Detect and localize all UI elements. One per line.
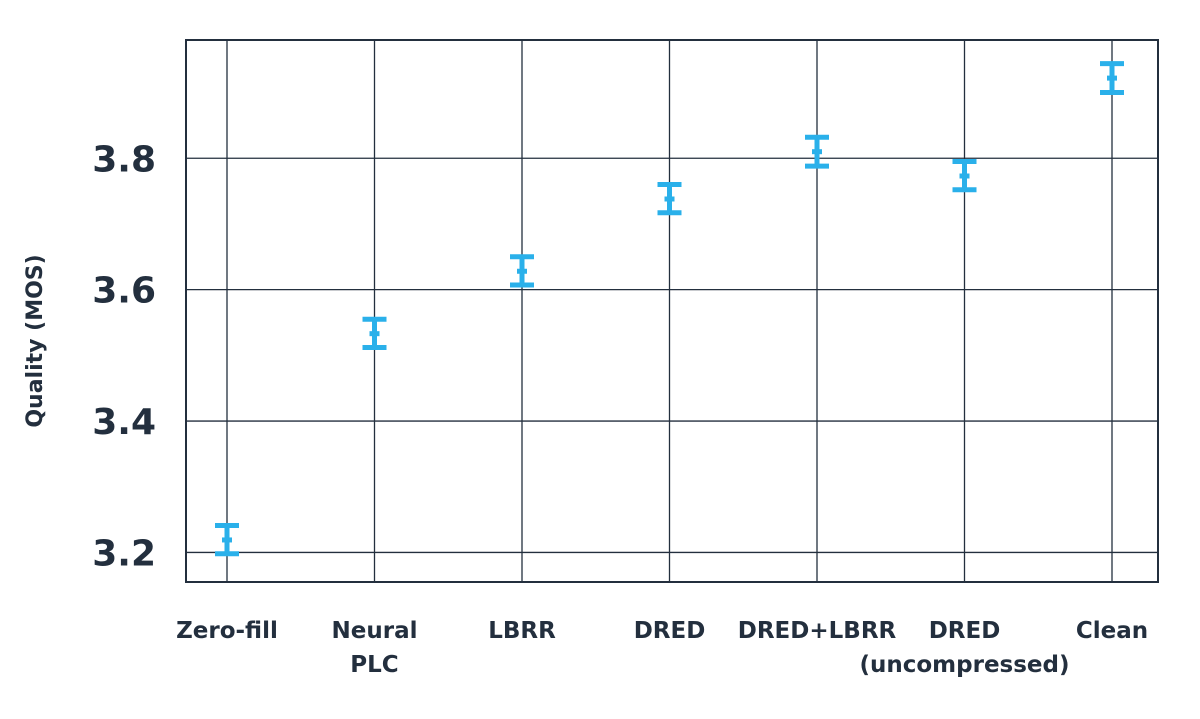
y-tick-label: 3.8 bbox=[92, 139, 156, 180]
y-tick-label: 3.4 bbox=[92, 402, 156, 443]
x-tick-label-line: Clean bbox=[1076, 618, 1148, 644]
x-tick-label: DRED bbox=[634, 618, 706, 644]
y-axis-tick-labels: 3.2 3.4 3.6 3.8 bbox=[92, 139, 156, 574]
x-axis-tick-labels: Zero-fill Neural PLC LBRR DRED DRED+LBRR DRED (… bbox=[176, 618, 1148, 678]
x-tick-label: Clean bbox=[1076, 618, 1148, 644]
error-bar bbox=[510, 254, 534, 288]
x-tick-label-line: DRED+LBRR bbox=[738, 618, 897, 644]
x-tick-label-line: PLC bbox=[350, 652, 398, 678]
y-axis-title: Quality (MOS) bbox=[23, 254, 48, 427]
error-bar bbox=[362, 316, 387, 350]
error-bar bbox=[215, 523, 239, 557]
y-tick-label: 3.2 bbox=[92, 533, 156, 574]
error-bar bbox=[952, 159, 977, 193]
x-tick-label-line: DRED bbox=[634, 618, 706, 644]
x-tick-label: Zero-fill bbox=[176, 618, 278, 644]
x-tick-label: LBRR bbox=[488, 618, 556, 644]
error-bars bbox=[215, 61, 1124, 557]
x-tick-label-line: Zero-fill bbox=[176, 618, 278, 644]
x-tick-label-line: LBRR bbox=[488, 618, 556, 644]
grid bbox=[186, 40, 1158, 582]
error-bar bbox=[805, 134, 829, 169]
x-tick-label: Neural PLC bbox=[332, 618, 418, 678]
error-bar bbox=[1100, 61, 1124, 96]
x-tick-label: DRED+LBRR bbox=[738, 618, 897, 644]
x-tick-label-line: (uncompressed) bbox=[859, 652, 1069, 678]
error-bar bbox=[657, 182, 682, 216]
x-tick-label-line: DRED bbox=[929, 618, 1001, 644]
plot-frame bbox=[185, 39, 1159, 583]
x-tick-label: DRED (uncompressed) bbox=[859, 618, 1069, 678]
y-tick-label: 3.6 bbox=[92, 271, 156, 312]
x-tick-label-line: Neural bbox=[332, 618, 418, 644]
